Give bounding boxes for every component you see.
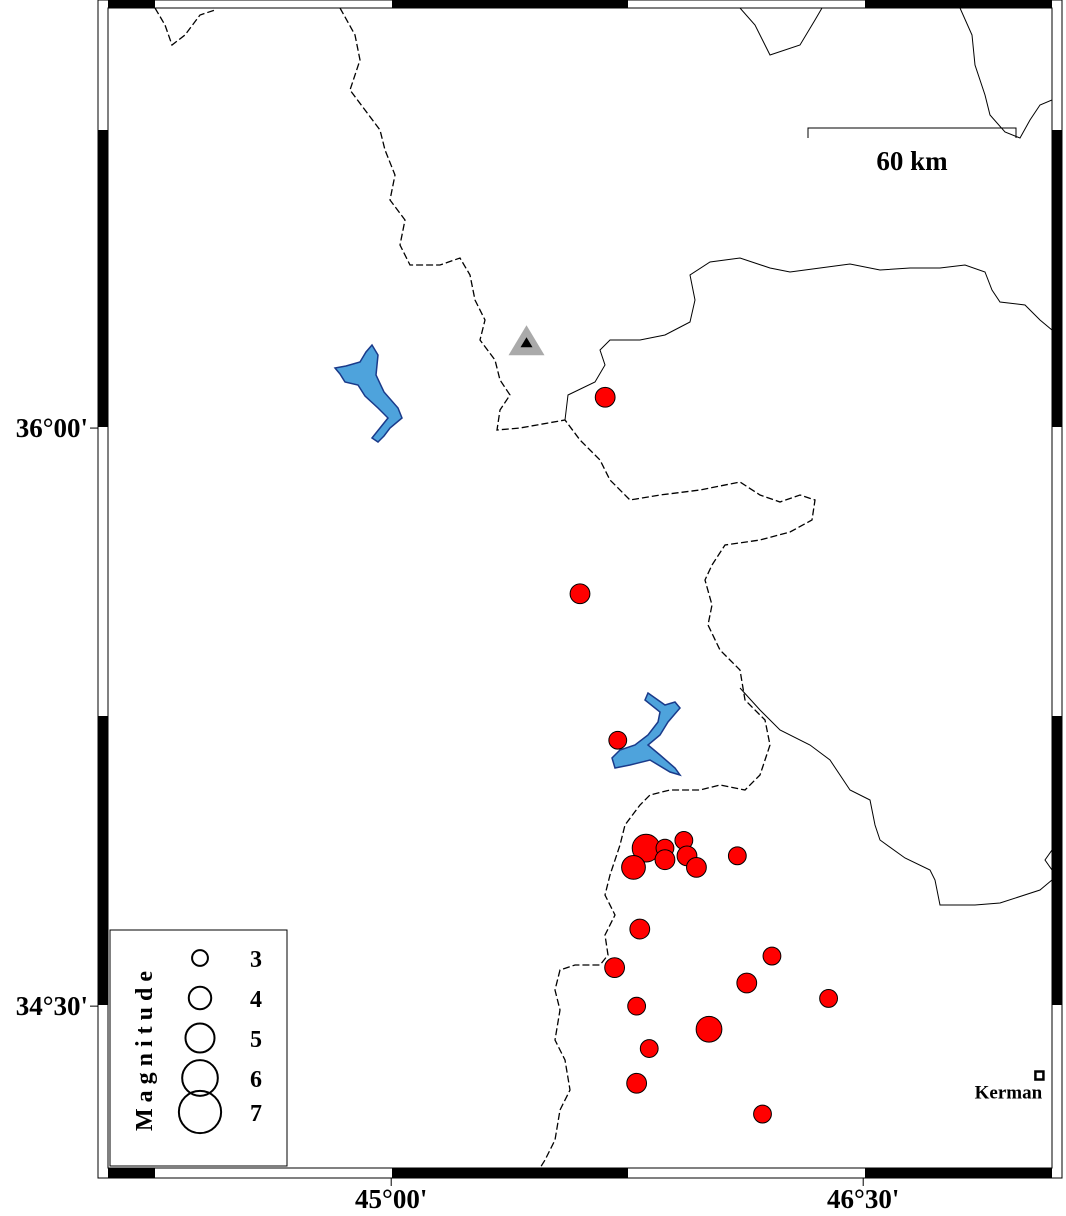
earthquake bbox=[819, 989, 838, 1008]
legend-label: 3 bbox=[250, 947, 262, 973]
station-core bbox=[520, 337, 533, 348]
lake bbox=[611, 691, 682, 777]
legend-circle bbox=[181, 1059, 219, 1097]
earthquake bbox=[753, 1104, 772, 1124]
earthquake bbox=[695, 1015, 723, 1043]
earthquake bbox=[627, 996, 647, 1016]
legend-label: 4 bbox=[250, 987, 262, 1013]
boundaries bbox=[154, 8, 1052, 1168]
earthquake bbox=[654, 849, 676, 871]
lake bbox=[333, 343, 403, 443]
earthquake bbox=[686, 857, 707, 878]
place-label: Kerman bbox=[975, 1083, 1043, 1104]
earthquake bbox=[608, 730, 628, 750]
places: Kerman bbox=[975, 1083, 1043, 1104]
scale-bar-label: 60 km bbox=[876, 146, 948, 176]
earthquake bbox=[621, 855, 646, 880]
legend-label: 6 bbox=[250, 1067, 262, 1093]
place-marker bbox=[1034, 1070, 1045, 1081]
scale-bar bbox=[807, 127, 1017, 138]
earthquake bbox=[569, 583, 591, 605]
earthquake bbox=[629, 918, 651, 940]
earthquake bbox=[727, 846, 747, 866]
x-tick-label: 45°00' bbox=[355, 1184, 427, 1214]
legend-circle bbox=[184, 1022, 216, 1054]
earthquake bbox=[736, 972, 758, 994]
earthquake bbox=[762, 946, 782, 966]
legend-label: 7 bbox=[250, 1101, 262, 1127]
earthquake bbox=[604, 957, 626, 979]
y-tick-label: 36°00' bbox=[16, 413, 88, 443]
legend-box bbox=[109, 929, 288, 1167]
earthquake bbox=[626, 1072, 648, 1094]
legend-label: 5 bbox=[250, 1027, 262, 1053]
x-tick-label: 46°30' bbox=[827, 1184, 899, 1214]
legend-circle bbox=[177, 1089, 223, 1135]
earthquake bbox=[639, 1039, 659, 1058]
legend-title: Magnitude bbox=[132, 965, 158, 1131]
frame-bars bbox=[98, 0, 1062, 1178]
legend-circle bbox=[191, 949, 209, 967]
earthquake bbox=[594, 386, 616, 408]
legend-circle bbox=[187, 985, 213, 1011]
y-tick-label: 34°30' bbox=[16, 991, 88, 1021]
